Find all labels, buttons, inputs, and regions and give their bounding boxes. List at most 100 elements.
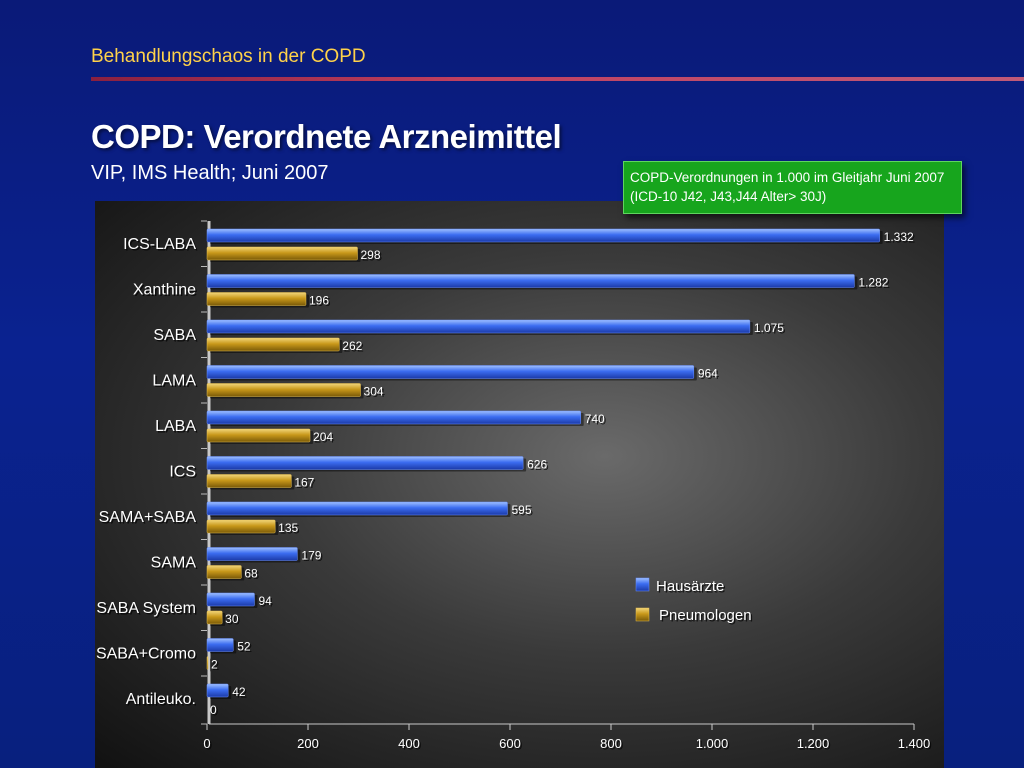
data-label-pneumologen-shadow: 135 (280, 523, 300, 537)
bar-hausaerzte (206, 319, 751, 334)
bar-pneumologen (206, 656, 209, 670)
data-label-pneumologen-shadow: 262 (344, 341, 364, 355)
x-tick-label-shadow: 0 (205, 738, 212, 753)
x-tick-label-shadow: 200 (299, 738, 321, 753)
legend-swatch-pneumologen (635, 607, 650, 622)
data-label-hausaerzte-shadow: 1.332 (885, 232, 915, 246)
bar-hausaerzte (206, 456, 524, 470)
category-label: ICS (169, 464, 196, 481)
data-label-hausaerzte-shadow: 179 (303, 550, 323, 564)
data-label-pneumologen-shadow: 204 (315, 432, 335, 446)
x-tick-label-shadow: 1.400 (899, 738, 932, 753)
note-box: COPD-Verordnungen in 1.000 im Gleitjahr … (623, 161, 962, 214)
data-label-hausaerzte-shadow: 595 (513, 505, 533, 519)
category-label-shadow: SAMA+SABA (100, 511, 198, 528)
data-label-pneumologen-shadow: 0 (212, 705, 219, 719)
data-label-pneumologen: 30 (225, 612, 239, 626)
bar-hausaerzte (206, 274, 855, 288)
x-tick-label: 1.200 (797, 736, 830, 751)
data-label-hausaerzte-shadow: 740 (586, 414, 606, 428)
data-label-hausaerzte-shadow: 964 (699, 368, 719, 382)
category-label: SAMA+SABA (99, 509, 197, 526)
category-label-shadow: Antileuko. (127, 693, 197, 710)
data-label-pneumologen: 304 (364, 385, 384, 399)
section-title: Behandlungschaos in der COPD (91, 46, 366, 67)
category-label-shadow: LAMA (154, 374, 198, 391)
category-label-shadow: SABA System (98, 602, 198, 619)
bar-hausaerzte (206, 501, 508, 516)
category-label: SABA+Cromo (96, 646, 196, 663)
data-label-pneumologen: 196 (309, 294, 329, 308)
category-label: Antileuko. (126, 691, 196, 708)
bar-pneumologen (206, 337, 340, 352)
x-tick-label: 1.400 (898, 736, 931, 751)
legend-label-hausaerzte: Hausärzte (656, 578, 724, 595)
data-label-pneumologen: 68 (244, 567, 258, 581)
category-label: LABA (155, 418, 196, 435)
x-tick-label: 400 (398, 736, 420, 751)
data-label-pneumologen-shadow: 30 (227, 614, 241, 628)
bar-pneumologen (206, 610, 223, 625)
data-label-pneumologen-shadow: 167 (296, 477, 316, 491)
data-label-pneumologen-shadow: 68 (246, 568, 260, 582)
header-divider (91, 77, 1024, 81)
x-tick-label: 200 (297, 736, 319, 751)
bar-pneumologen (206, 383, 361, 397)
data-label-pneumologen: 262 (342, 339, 362, 353)
x-tick-label: 0 (203, 736, 210, 751)
data-label-hausaerzte-shadow: 52 (239, 641, 253, 655)
bar-pneumologen (206, 519, 276, 534)
bar-pneumologen-shadow (210, 658, 212, 672)
legend-swatch-hausaerzte (635, 577, 650, 592)
data-label-pneumologen: 2 (211, 658, 218, 672)
data-label-hausaerzte-shadow: 42 (234, 687, 248, 701)
bar-pneumologen (206, 565, 242, 579)
category-label-shadow: SABA+Cromo (97, 647, 197, 664)
bar-hausaerzte (206, 638, 234, 652)
bar-pneumologen (206, 428, 311, 443)
x-tick-label-shadow: 1.000 (697, 738, 730, 753)
data-label-hausaerzte: 1.332 (884, 230, 914, 244)
x-tick-label-shadow: 400 (400, 738, 422, 753)
data-label-hausaerzte: 626 (527, 458, 547, 472)
data-label-pneumologen: 0 (210, 703, 217, 717)
bar-hausaerzte (206, 547, 298, 561)
x-tick-label-shadow: 1.200 (798, 738, 831, 753)
data-label-pneumologen-shadow: 304 (365, 386, 385, 400)
data-label-pneumologen: 135 (278, 521, 298, 535)
category-label: Xanthine (133, 282, 196, 299)
x-tick-label-shadow: 600 (501, 738, 523, 753)
category-label: SAMA (151, 555, 197, 572)
x-tick-label-shadow: 800 (602, 738, 624, 753)
data-label-pneumologen: 204 (313, 430, 333, 444)
note-line-1: COPD-Verordnungen in 1.000 im Gleitjahr … (630, 170, 945, 185)
data-label-hausaerzte-shadow: 1.075 (755, 323, 785, 337)
data-label-hausaerzte-shadow: 94 (260, 596, 274, 610)
legend-label-pneumologen-shadow: Pneumologen (661, 609, 754, 626)
x-tick-label: 600 (499, 736, 521, 751)
data-label-hausaerzte: 740 (585, 412, 605, 426)
category-label-shadow: ICS-LABA (125, 238, 198, 255)
bar-hausaerzte (206, 410, 581, 425)
bar-hausaerzte (206, 228, 880, 243)
bar-pneumologen (206, 246, 358, 261)
page-title: COPD: Verordnete Arzneimittel (91, 118, 562, 155)
category-label-shadow: SABA (155, 329, 198, 346)
data-label-hausaerzte: 1.075 (754, 321, 784, 335)
category-label: SABA System (96, 600, 196, 617)
data-label-pneumologen-shadow: 298 (362, 250, 382, 264)
note-line-2: (ICD-10 J42, J43,J44 Alter> 30J) (630, 189, 827, 204)
category-label-shadow: Xanthine (134, 283, 197, 300)
data-label-pneumologen: 298 (360, 248, 380, 262)
legend-label-hausaerzte-shadow: Hausärzte (658, 580, 726, 597)
bar-hausaerzte (206, 365, 695, 379)
data-label-hausaerzte: 595 (511, 503, 531, 517)
bar-hausaerzte (206, 592, 255, 607)
data-label-hausaerzte: 52 (237, 640, 251, 654)
data-label-pneumologen: 167 (294, 476, 314, 490)
bar-pneumologen (206, 474, 292, 488)
category-label: LAMA (152, 373, 196, 390)
legend-label-pneumologen: Pneumologen (659, 607, 752, 624)
data-label-pneumologen-shadow: 2 (213, 659, 220, 673)
